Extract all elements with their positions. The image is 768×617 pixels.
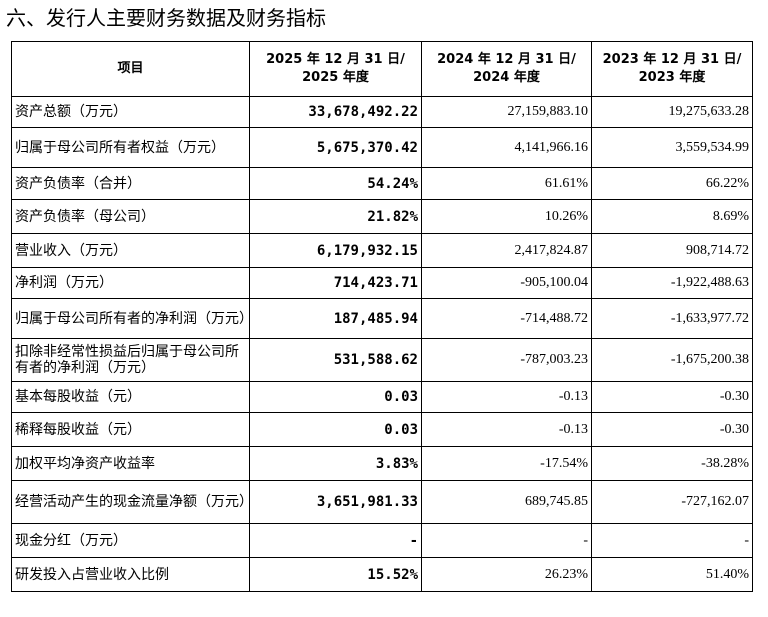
row-label: 营业收入（万元） <box>11 233 250 268</box>
value-2023: -1,633,977.72 <box>591 298 753 339</box>
value-2025: 33,678,492.22 <box>249 96 422 128</box>
value-2025: 21.82% <box>249 199 422 234</box>
table-row: 基本每股收益（元） 0.03 -0.13 -0.30 <box>11 381 753 413</box>
value-2024: -787,003.23 <box>421 338 592 382</box>
header-2024-year: 2024 年度 <box>473 70 540 85</box>
header-2025-year: 2025 年度 <box>302 70 369 85</box>
value-2023: - <box>591 523 753 558</box>
value-2025: 54.24% <box>249 167 422 200</box>
row-label: 资产总额（万元） <box>11 96 250 128</box>
value-2024: 689,745.85 <box>421 480 592 524</box>
value-2024: 10.26% <box>421 199 592 234</box>
value-2025: 3.83% <box>249 446 422 481</box>
row-label: 资产负债率（母公司） <box>11 199 250 234</box>
table-row: 归属于母公司所有者权益（万元） 5,675,370.42 4,141,966.1… <box>11 127 753 168</box>
value-2023: -0.30 <box>591 412 753 447</box>
value-2025: 15.52% <box>249 557 422 592</box>
row-label: 基本每股收益（元） <box>11 381 250 413</box>
value-2024: 61.61% <box>421 167 592 200</box>
value-2025: 3,651,981.33 <box>249 480 422 524</box>
value-2023: -38.28% <box>591 446 753 481</box>
row-label: 稀释每股收益（元） <box>11 412 250 447</box>
value-2024: -905,100.04 <box>421 267 592 299</box>
row-label: 归属于母公司所有者的净利润（万元） <box>11 298 250 339</box>
value-2024: -17.54% <box>421 446 592 481</box>
row-label: 资产负债率（合并） <box>11 167 250 200</box>
header-item: 项目 <box>11 41 250 97</box>
table-row: 营业收入（万元） 6,179,932.15 2,417,824.87 908,7… <box>11 233 753 268</box>
value-2024: -714,488.72 <box>421 298 592 339</box>
row-label: 扣除非经常性损益后归属于母公司所有者的净利润（万元） <box>11 338 250 382</box>
header-2025-date: 2025 年 12 月 31 日/ <box>266 52 405 67</box>
value-2024: 26.23% <box>421 557 592 592</box>
value-2024: -0.13 <box>421 381 592 413</box>
header-2023: 2023 年 12 月 31 日/ 2023 年度 <box>591 41 753 97</box>
table-row: 稀释每股收益（元） 0.03 -0.13 -0.30 <box>11 412 753 447</box>
value-2024: 27,159,883.10 <box>421 96 592 128</box>
value-2023: 3,559,534.99 <box>591 127 753 168</box>
section-title: 六、发行人主要财务数据及财务指标 <box>6 6 326 30</box>
row-label: 归属于母公司所有者权益（万元） <box>11 127 250 168</box>
value-2023: 8.69% <box>591 199 753 234</box>
value-2024: 2,417,824.87 <box>421 233 592 268</box>
row-label: 加权平均净资产收益率 <box>11 446 250 481</box>
value-2025: 0.03 <box>249 381 422 413</box>
header-2023-date: 2023 年 12 月 31 日/ <box>602 52 742 67</box>
value-2024: -0.13 <box>421 412 592 447</box>
table-row: 研发投入占营业收入比例 15.52% 26.23% 51.40% <box>11 557 753 592</box>
table-row: 资产负债率（母公司） 21.82% 10.26% 8.69% <box>11 199 753 234</box>
table-row: 资产负债率（合并） 54.24% 61.61% 66.22% <box>11 167 753 200</box>
financial-data-table: 项目 2025 年 12 月 31 日/ 2025 年度 2024 年 12 月… <box>11 41 753 592</box>
row-label: 现金分红（万元） <box>11 523 250 558</box>
value-2024: 4,141,966.16 <box>421 127 592 168</box>
value-2023: -727,162.07 <box>591 480 753 524</box>
value-2023: -1,922,488.63 <box>591 267 753 299</box>
value-2025: 0.03 <box>249 412 422 447</box>
value-2025: 5,675,370.42 <box>249 127 422 168</box>
header-2023-year: 2023 年度 <box>638 70 706 85</box>
value-2025: 531,588.62 <box>249 338 422 382</box>
value-2023: -0.30 <box>591 381 753 413</box>
header-2024-date: 2024 年 12 月 31 日/ <box>437 52 576 67</box>
table-row: 扣除非经常性损益后归属于母公司所有者的净利润（万元） 531,588.62 -7… <box>11 338 753 382</box>
row-label: 净利润（万元） <box>11 267 250 299</box>
value-2025: 187,485.94 <box>249 298 422 339</box>
table-row: 净利润（万元） 714,423.71 -905,100.04 -1,922,48… <box>11 267 753 299</box>
value-2025: - <box>249 523 422 558</box>
table-row: 资产总额（万元） 33,678,492.22 27,159,883.10 19,… <box>11 96 753 128</box>
header-2024: 2024 年 12 月 31 日/ 2024 年度 <box>421 41 592 97</box>
value-2025: 6,179,932.15 <box>249 233 422 268</box>
table-row: 经营活动产生的现金流量净额（万元） 3,651,981.33 689,745.8… <box>11 480 753 524</box>
value-2023: 908,714.72 <box>591 233 753 268</box>
row-label: 经营活动产生的现金流量净额（万元） <box>11 480 250 524</box>
table-header-row: 项目 2025 年 12 月 31 日/ 2025 年度 2024 年 12 月… <box>11 41 753 97</box>
table-row: 加权平均净资产收益率 3.83% -17.54% -38.28% <box>11 446 753 481</box>
value-2023: 51.40% <box>591 557 753 592</box>
value-2024: - <box>421 523 592 558</box>
value-2023: 19,275,633.28 <box>591 96 753 128</box>
table-row: 现金分红（万元） - - - <box>11 523 753 558</box>
value-2025: 714,423.71 <box>249 267 422 299</box>
value-2023: -1,675,200.38 <box>591 338 753 382</box>
value-2023: 66.22% <box>591 167 753 200</box>
table-row: 归属于母公司所有者的净利润（万元） 187,485.94 -714,488.72… <box>11 298 753 339</box>
header-2025: 2025 年 12 月 31 日/ 2025 年度 <box>249 41 422 97</box>
row-label: 研发投入占营业收入比例 <box>11 557 250 592</box>
